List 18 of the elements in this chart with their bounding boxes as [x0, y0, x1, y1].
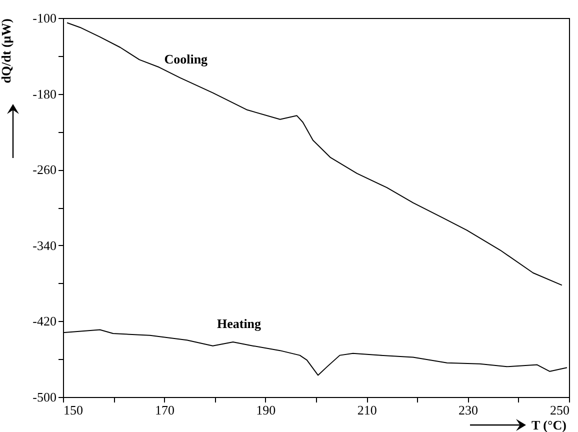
x-tick-label: 250	[550, 402, 570, 418]
y-axis-title: dQ/dt (μW)	[0, 18, 14, 84]
y-tick-label: -500	[32, 390, 56, 404]
x-tick-label: 150	[64, 402, 83, 418]
line-series	[62, 329, 568, 376]
x-tick-label: 230	[458, 402, 478, 418]
y-tick-label: -180	[32, 86, 56, 102]
series-label: Cooling	[164, 52, 208, 67]
x-axis-title: T (°C)	[532, 418, 566, 432]
x-tick-label: 170	[154, 402, 174, 418]
y-tick-label: -420	[32, 314, 56, 329]
x-tick-label: 210	[357, 402, 377, 418]
y-tick-label: -260	[32, 162, 56, 178]
y-tick-label: -100	[32, 10, 56, 26]
y-tick-label: -340	[32, 238, 56, 253]
x-tick-label: 190	[256, 402, 276, 418]
line-series	[66, 22, 562, 286]
series-label: Heating	[216, 316, 262, 332]
